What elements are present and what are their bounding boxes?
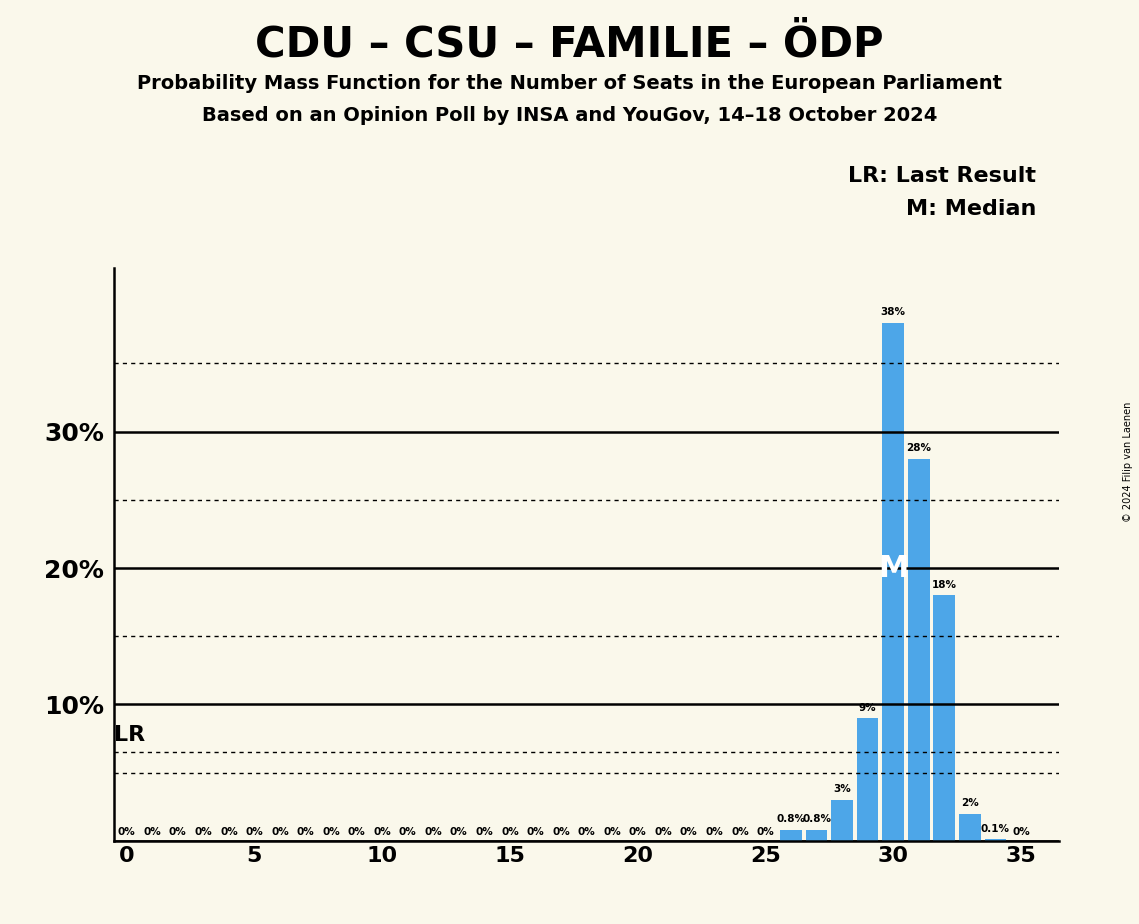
- Text: 0%: 0%: [296, 827, 314, 837]
- Text: 0%: 0%: [1013, 827, 1030, 837]
- Bar: [959, 813, 981, 841]
- Text: 0%: 0%: [425, 827, 442, 837]
- Text: 0%: 0%: [144, 827, 161, 837]
- Text: 0%: 0%: [374, 827, 391, 837]
- Text: Probability Mass Function for the Number of Seats in the European Parliament: Probability Mass Function for the Number…: [137, 74, 1002, 93]
- Text: 0%: 0%: [117, 827, 136, 837]
- Text: 0%: 0%: [552, 827, 570, 837]
- Text: 3%: 3%: [834, 784, 851, 795]
- Text: 0.1%: 0.1%: [981, 824, 1010, 834]
- Text: LR: LR: [114, 725, 145, 746]
- Text: 0%: 0%: [399, 827, 417, 837]
- Bar: [780, 830, 802, 841]
- Text: 0%: 0%: [526, 827, 544, 837]
- Text: 0%: 0%: [756, 827, 775, 837]
- Bar: [805, 830, 827, 841]
- Bar: [831, 800, 853, 841]
- Text: 38%: 38%: [880, 307, 906, 317]
- Bar: [908, 459, 929, 841]
- Text: 0%: 0%: [220, 827, 238, 837]
- Text: LR: Last Result: LR: Last Result: [849, 166, 1036, 187]
- Text: 0%: 0%: [169, 827, 187, 837]
- Text: 0%: 0%: [475, 827, 493, 837]
- Bar: [883, 322, 904, 841]
- Text: Based on an Opinion Poll by INSA and YouGov, 14–18 October 2024: Based on an Opinion Poll by INSA and You…: [202, 106, 937, 126]
- Bar: [934, 595, 956, 841]
- Text: 0%: 0%: [655, 827, 672, 837]
- Text: 0%: 0%: [501, 827, 518, 837]
- Text: 28%: 28%: [907, 444, 932, 454]
- Bar: [984, 840, 1006, 841]
- Text: 0.8%: 0.8%: [777, 814, 805, 824]
- Text: 0%: 0%: [577, 827, 596, 837]
- Text: 2%: 2%: [961, 798, 978, 808]
- Text: © 2024 Filip van Laenen: © 2024 Filip van Laenen: [1123, 402, 1133, 522]
- Text: 0.8%: 0.8%: [802, 814, 831, 824]
- Text: 0%: 0%: [246, 827, 263, 837]
- Text: 0%: 0%: [629, 827, 647, 837]
- Text: 0%: 0%: [680, 827, 698, 837]
- Text: 0%: 0%: [731, 827, 748, 837]
- Text: 0%: 0%: [705, 827, 723, 837]
- Text: 9%: 9%: [859, 702, 876, 712]
- Text: 0%: 0%: [195, 827, 212, 837]
- Text: M: Median: M: Median: [907, 199, 1036, 219]
- Text: M: M: [878, 553, 909, 582]
- Text: 0%: 0%: [604, 827, 621, 837]
- Text: 0%: 0%: [347, 827, 366, 837]
- Text: 18%: 18%: [932, 580, 957, 590]
- Text: 0%: 0%: [322, 827, 339, 837]
- Text: 0%: 0%: [271, 827, 289, 837]
- Bar: [857, 718, 878, 841]
- Text: CDU – CSU – FAMILIE – ÖDP: CDU – CSU – FAMILIE – ÖDP: [255, 23, 884, 65]
- Text: 0%: 0%: [450, 827, 468, 837]
